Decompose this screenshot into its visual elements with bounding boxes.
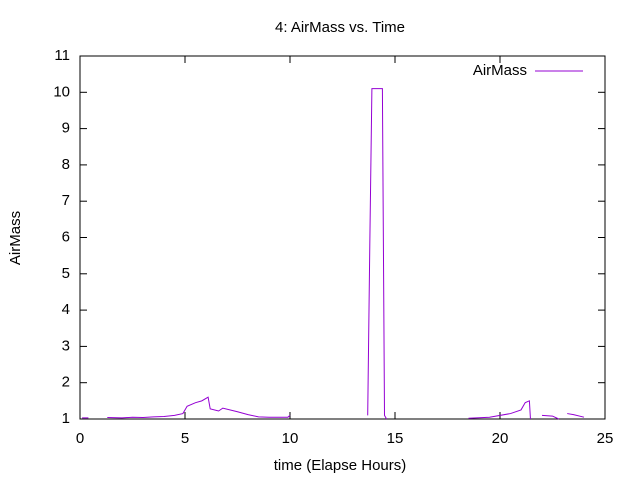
y-axis-label: AirMass — [7, 211, 24, 265]
y-tick-label: 3 — [62, 337, 70, 354]
x-axis-label: time (Elapse Hours) — [274, 457, 407, 474]
x-tick-label: 25 — [597, 430, 614, 447]
y-tick-label: 1 — [62, 410, 70, 427]
y-tick-label: 5 — [62, 265, 70, 282]
chart-title: 4: AirMass vs. Time — [275, 19, 405, 36]
y-tick-label: 8 — [62, 156, 70, 173]
y-tick-label: 7 — [62, 192, 70, 209]
data-line — [82, 88, 585, 420]
y-tick-label: 6 — [62, 228, 70, 245]
x-tick-label: 0 — [76, 430, 84, 447]
legend-label: AirMass — [473, 62, 527, 79]
x-tick-label: 20 — [492, 430, 509, 447]
y-tick-label: 9 — [62, 120, 70, 137]
x-tick-label: 5 — [181, 430, 189, 447]
y-tick-label: 4 — [62, 301, 70, 318]
y-tick-label: 2 — [62, 374, 70, 391]
plot-frame — [79, 55, 606, 420]
y-tick-label: 11 — [54, 47, 70, 64]
x-tick-label: 15 — [387, 430, 404, 447]
x-tick-label: 10 — [282, 430, 299, 447]
y-tick-label: 10 — [53, 83, 70, 100]
